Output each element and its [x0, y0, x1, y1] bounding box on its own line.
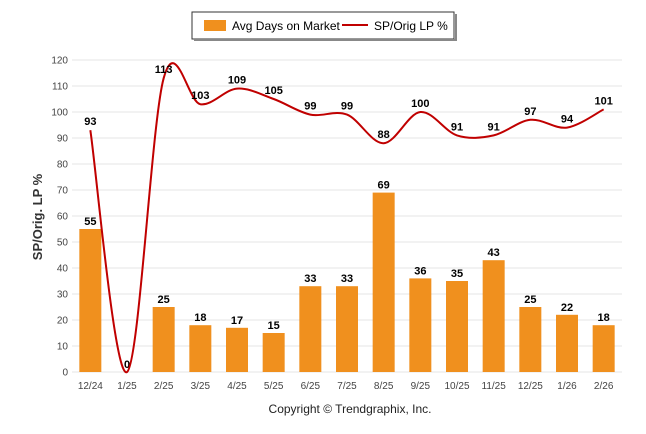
bar — [226, 327, 248, 372]
bar — [482, 260, 505, 372]
bar-value-label: 43 — [488, 247, 500, 259]
y-tick-label: 30 — [57, 290, 69, 301]
x-tick-label: 8/25 — [374, 381, 394, 392]
line-series — [89, 62, 605, 374]
bar — [79, 229, 102, 372]
copyright-footer: Copyright © Trendgraphix, Inc. — [269, 402, 432, 416]
line-value-label: 88 — [378, 129, 390, 141]
y-tick-label: 10 — [57, 342, 69, 353]
line-value-label: 99 — [341, 101, 353, 113]
x-tick-label: 2/25 — [154, 381, 174, 392]
bar-value-label: 33 — [341, 273, 353, 285]
legend: Avg Days on Market SP/Orig LP % — [191, 11, 457, 41]
legend-bar-label: Avg Days on Market — [232, 19, 340, 33]
x-tick-label: 1/26 — [557, 381, 577, 392]
bar-value-label: 15 — [268, 320, 280, 332]
legend-shadow-bottom — [194, 39, 456, 41]
legend-shadow — [455, 14, 457, 41]
bar-value-label: 35 — [451, 268, 463, 280]
bar-value-label: 0 — [124, 359, 130, 371]
line-value-label: 100 — [411, 98, 429, 110]
line-value-label: 91 — [488, 121, 500, 133]
bar — [262, 333, 285, 372]
bar — [299, 286, 322, 372]
line-value-label: 99 — [304, 101, 316, 113]
bars — [79, 192, 615, 372]
bar — [519, 307, 542, 372]
bar-value-label: 69 — [378, 180, 390, 192]
line-value-label: 97 — [524, 106, 536, 118]
sp-orig-lp-line — [89, 62, 605, 374]
x-tick-label: 12/24 — [78, 381, 103, 392]
bar-value-label: 55 — [84, 216, 96, 228]
bar-value-label: 25 — [524, 294, 536, 306]
bar-value-label: 36 — [414, 265, 426, 277]
bar — [556, 314, 578, 372]
line-value-label: 109 — [228, 75, 246, 87]
y-tick-label: 40 — [57, 264, 69, 275]
line-value-label: 94 — [561, 114, 574, 126]
line-value-label: 101 — [594, 95, 612, 107]
bar — [189, 325, 212, 372]
y-tick-label: 120 — [51, 56, 68, 67]
x-axis-ticks: 12/24 1/25 2/25 3/25 4/25 5/25 6/25 7/25 8/25 9/2… — [78, 381, 614, 392]
x-tick-label: 12/25 — [518, 381, 543, 392]
y-tick-label: 100 — [51, 108, 68, 119]
bar — [592, 325, 615, 372]
line-value-label: 113 — [155, 64, 173, 76]
bar-value-label: 22 — [561, 302, 573, 314]
line-labels: 93 113 103 109 105 99 99 88 100 91 91 97 94 101 — [84, 64, 613, 141]
y-tick-label: 50 — [57, 238, 69, 249]
bar-labels: 55 0 25 18 17 15 33 33 69 36 35 43 25 22 18 — [84, 180, 610, 371]
y-tick-label: 70 — [57, 186, 69, 197]
line-value-label: 105 — [264, 85, 282, 97]
x-tick-label: 4/25 — [227, 381, 247, 392]
y-tick-label: 60 — [57, 212, 69, 223]
line-value-label: 93 — [84, 116, 96, 128]
line-value-label: 91 — [451, 121, 463, 133]
bar-value-label: 18 — [598, 312, 610, 324]
y-tick-label: 110 — [52, 82, 68, 93]
x-tick-label: 11/25 — [482, 381, 507, 392]
x-tick-label: 1/25 — [117, 381, 137, 392]
y-tick-label: 90 — [57, 134, 69, 145]
y-tick-label: 0 — [62, 368, 68, 379]
y-axis-ticks: 0 10 20 30 40 50 60 70 80 90 100 110 120 — [51, 56, 68, 379]
x-tick-label: 10/25 — [444, 381, 469, 392]
bar-value-label: 18 — [194, 312, 206, 324]
bar — [409, 278, 432, 372]
y-tick-label: 80 — [57, 160, 69, 171]
bar-value-label: 25 — [158, 294, 170, 306]
legend-box — [191, 11, 455, 40]
x-tick-label: 2/26 — [594, 381, 614, 392]
bar — [372, 192, 395, 372]
bar — [152, 307, 175, 372]
line-value-label: 103 — [191, 90, 209, 102]
bar-value-label: 17 — [231, 315, 243, 327]
x-tick-label: 9/25 — [411, 381, 431, 392]
legend-line-label: SP/Orig LP % — [374, 19, 448, 33]
legend-bar-swatch — [204, 20, 226, 31]
y-axis-label: SP/Orig. LP % — [30, 173, 45, 260]
bar-value-label: 33 — [304, 273, 316, 285]
x-tick-label: 5/25 — [264, 381, 284, 392]
x-tick-label: 6/25 — [301, 381, 321, 392]
bar — [446, 281, 468, 372]
y-tick-label: 20 — [57, 316, 69, 327]
bar — [336, 286, 358, 372]
x-tick-label: 3/25 — [191, 381, 211, 392]
x-tick-label: 7/25 — [337, 381, 357, 392]
